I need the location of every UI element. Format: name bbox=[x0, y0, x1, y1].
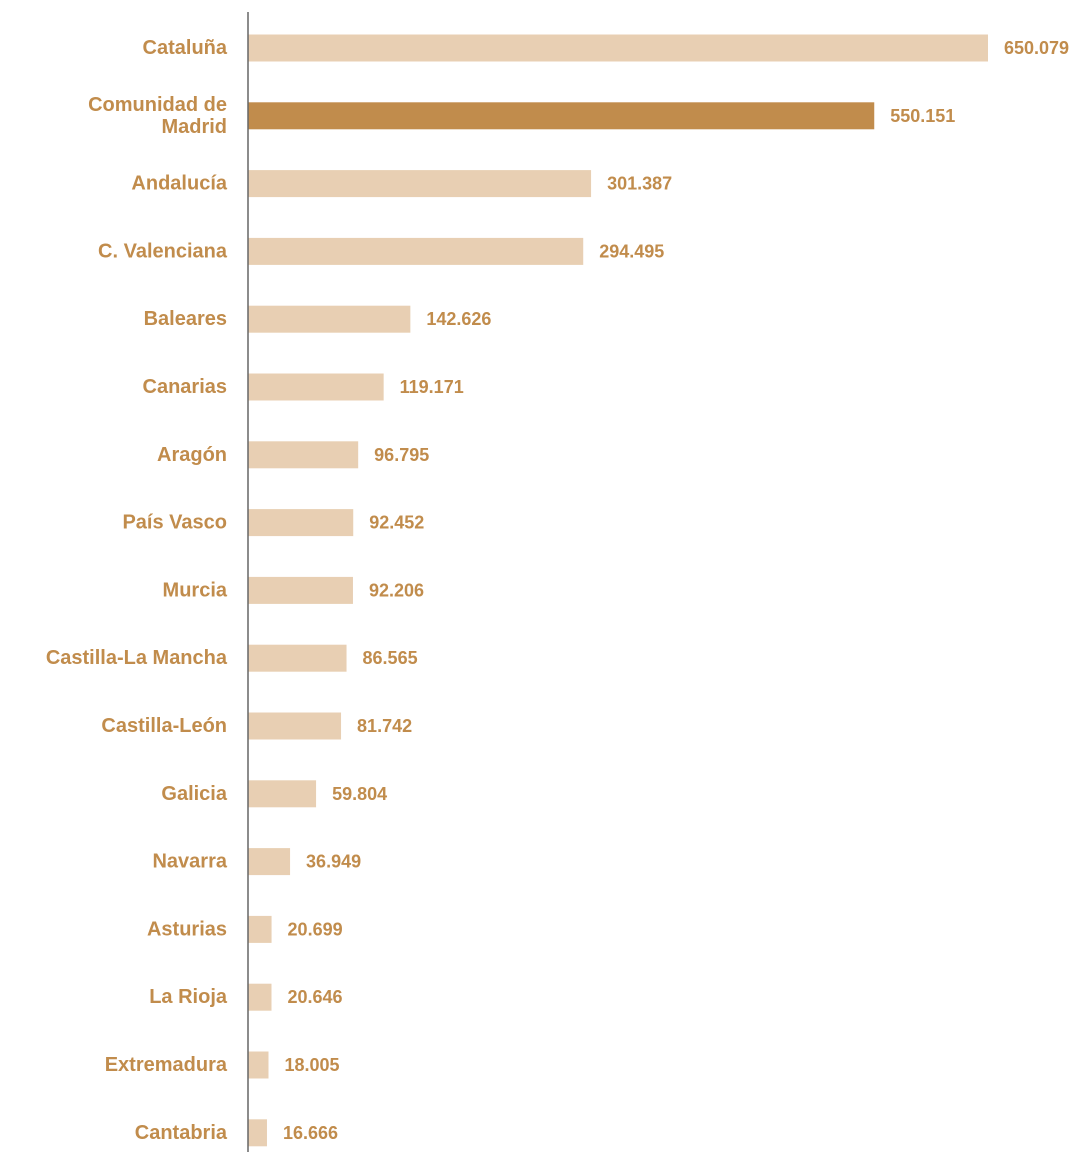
bar bbox=[248, 34, 988, 62]
bar bbox=[248, 1119, 267, 1147]
value-label: 16.666 bbox=[283, 1123, 338, 1143]
category-label: Comunidad de Madrid bbox=[88, 94, 227, 138]
category-label-line: Galicia bbox=[161, 783, 227, 805]
bar bbox=[248, 712, 342, 740]
value-label: 294.495 bbox=[599, 241, 664, 261]
bar bbox=[248, 509, 354, 537]
bar bbox=[248, 441, 359, 469]
value-label: 92.206 bbox=[369, 580, 424, 600]
category-label-line: Navarra bbox=[152, 851, 227, 873]
category-label-line: Cataluña bbox=[143, 37, 228, 59]
category-label: Galicia bbox=[161, 783, 227, 805]
category-label: Cataluña bbox=[143, 37, 228, 59]
category-label: Castilla-La Mancha bbox=[46, 647, 228, 669]
bar bbox=[248, 915, 272, 943]
category-label-line: País Vasco bbox=[122, 512, 227, 534]
bar bbox=[248, 983, 272, 1011]
category-label-line: Cantabria bbox=[135, 1122, 228, 1144]
category-label: País Vasco bbox=[122, 512, 227, 534]
value-label: 119.171 bbox=[400, 377, 464, 397]
value-label: 20.699 bbox=[288, 919, 343, 939]
value-label: 86.565 bbox=[363, 648, 418, 668]
value-label: 301.387 bbox=[607, 174, 672, 194]
category-label-line: Comunidad de bbox=[88, 94, 227, 116]
category-label-line: La Rioja bbox=[149, 986, 228, 1008]
category-label-line: Madrid bbox=[161, 116, 227, 138]
bar bbox=[248, 102, 875, 130]
value-label: 81.742 bbox=[357, 716, 412, 736]
category-label: Asturias bbox=[147, 918, 227, 940]
category-label: Navarra bbox=[152, 851, 227, 873]
bar bbox=[248, 373, 384, 401]
bar bbox=[248, 1051, 269, 1079]
value-label: 650.079 bbox=[1004, 38, 1069, 58]
bar bbox=[248, 305, 411, 333]
value-label: 59.804 bbox=[332, 784, 387, 804]
value-labels-group: 650.079 550.151 301.387 294.495 142.626 119.1… bbox=[283, 38, 1069, 1143]
category-label: Baleares bbox=[144, 308, 227, 330]
category-label-line: Castilla-La Mancha bbox=[46, 647, 228, 669]
category-labels-group: Cataluña Comunidad de Madrid Andalucía C. Va… bbox=[46, 37, 228, 1144]
value-label: 96.795 bbox=[374, 445, 429, 465]
bars-group bbox=[248, 34, 988, 1147]
bar bbox=[248, 237, 584, 265]
category-label-line: C. Valenciana bbox=[98, 240, 228, 262]
bar bbox=[248, 848, 291, 876]
category-label-line: Andalucía bbox=[131, 173, 227, 195]
category-label: Murcia bbox=[163, 579, 228, 601]
value-label: 92.452 bbox=[369, 513, 424, 533]
category-label-line: Aragón bbox=[157, 444, 227, 466]
category-label-line: Extremadura bbox=[105, 1054, 228, 1076]
category-label-line: Canarias bbox=[143, 376, 228, 398]
value-label: 20.646 bbox=[288, 987, 343, 1007]
bar bbox=[248, 780, 317, 808]
value-label: 142.626 bbox=[426, 309, 491, 329]
bar bbox=[248, 170, 592, 198]
value-label: 36.949 bbox=[306, 852, 361, 872]
bar bbox=[248, 644, 347, 672]
category-label-line: Asturias bbox=[147, 918, 227, 940]
category-label: Cantabria bbox=[135, 1122, 228, 1144]
category-label: Aragón bbox=[157, 444, 227, 466]
category-label: La Rioja bbox=[149, 986, 228, 1008]
category-label-line: Baleares bbox=[144, 308, 227, 330]
category-label-line: Castilla-León bbox=[101, 715, 227, 737]
category-label: Canarias bbox=[143, 376, 228, 398]
value-label: 550.151 bbox=[890, 106, 955, 126]
category-label: Andalucía bbox=[131, 173, 227, 195]
category-label: C. Valenciana bbox=[98, 240, 228, 262]
bar bbox=[248, 576, 353, 604]
category-label: Extremadura bbox=[105, 1054, 228, 1076]
category-label-line: Murcia bbox=[163, 579, 228, 601]
category-label: Castilla-León bbox=[101, 715, 227, 737]
value-label: 18.005 bbox=[284, 1055, 339, 1075]
